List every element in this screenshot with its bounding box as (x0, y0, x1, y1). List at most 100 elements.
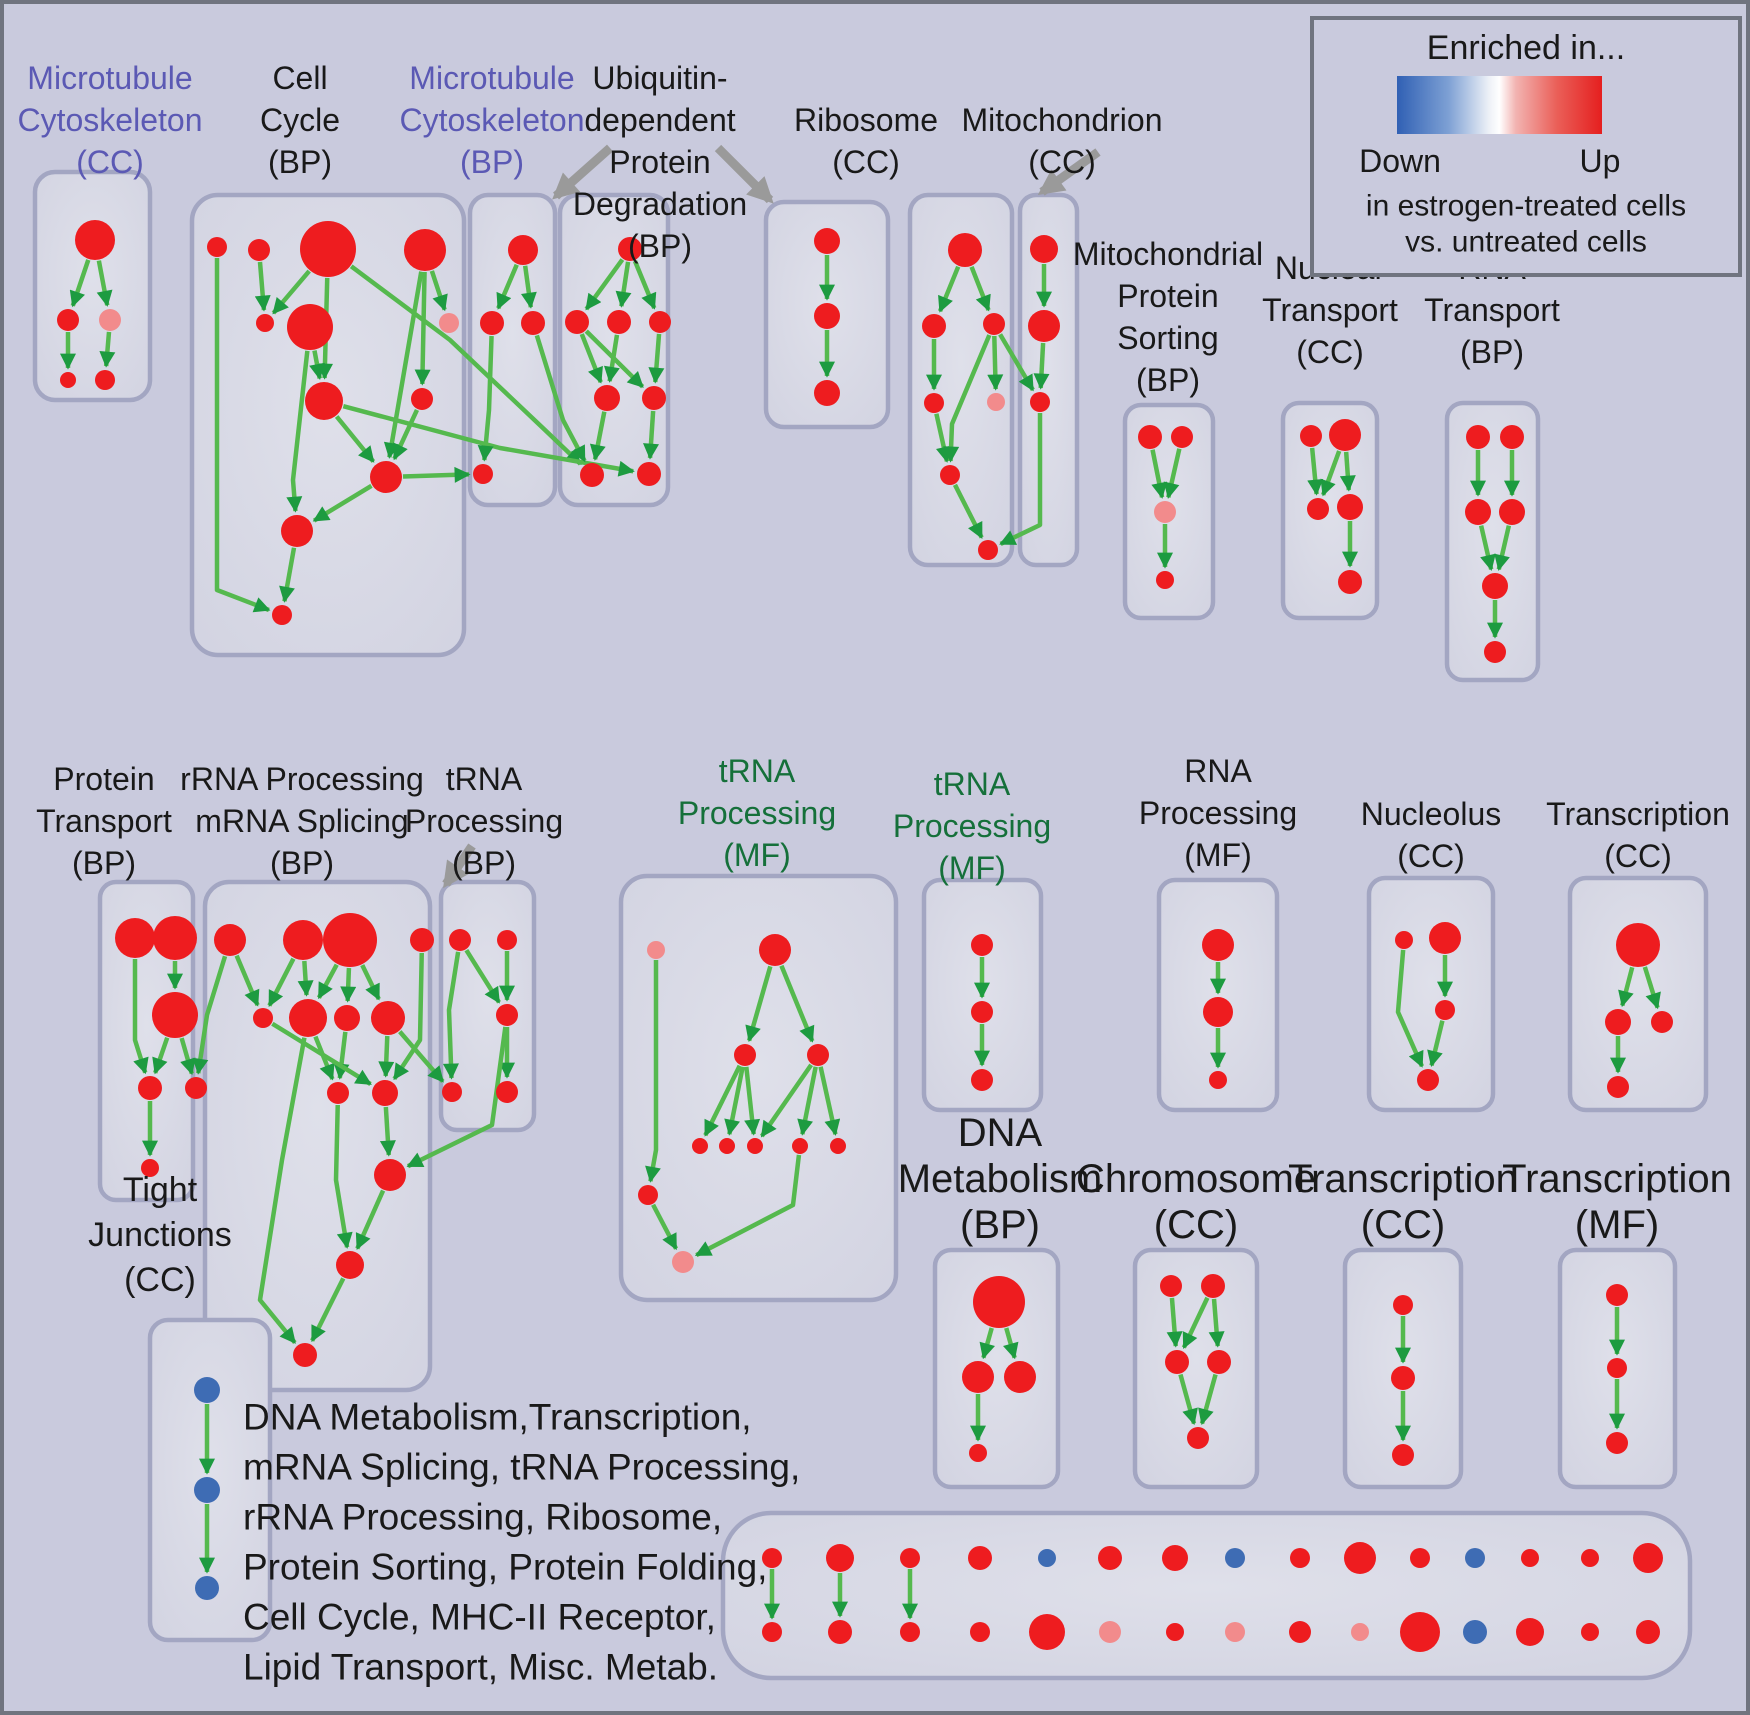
edge (99, 331, 116, 368)
go-term-node-116 (1207, 1350, 1231, 1374)
go-term-node-68 (289, 999, 327, 1037)
go-term-node-96 (1203, 997, 1233, 1027)
edge (1494, 525, 1512, 571)
edge (797, 1066, 818, 1136)
transcription-mf-label: Transcription (MF) (1502, 1157, 1732, 1247)
go-term-node-55 (1482, 573, 1508, 599)
edge (615, 261, 632, 308)
edge (316, 963, 339, 1000)
go-term-node-122 (1607, 1358, 1627, 1378)
go-term-node-38 (978, 540, 998, 560)
go-term-node-86 (719, 1138, 735, 1154)
trna-processing-mf-large-label-line-2: (MF) (723, 837, 791, 873)
trna-processing-mf-small-label-line-1: Processing (893, 808, 1051, 844)
misc-categories-text-line-0: DNA Metabolism,Transcription, (243, 1396, 752, 1437)
rna-transport-label-line-2: (BP) (1460, 334, 1524, 370)
edge (998, 333, 1035, 392)
edge (1198, 1373, 1218, 1426)
tight-junctions-label-line-0: Tight (123, 1171, 198, 1209)
go-term-node-45 (1156, 571, 1174, 589)
edge (1642, 966, 1661, 1010)
edge (1163, 448, 1182, 499)
edge (406, 1026, 508, 1169)
go-term-nodes (57, 220, 1673, 1652)
go-term-node-63 (214, 924, 246, 956)
go-term-node-108 (195, 1576, 219, 1600)
go-term-node-99 (1429, 922, 1461, 954)
go-term-node-50 (1338, 570, 1362, 594)
misc-categories-text-line-2: rRNA Processing, Ribosome, (243, 1496, 722, 1537)
dna-metabolism-bp-box (932, 1247, 1061, 1490)
microtubule-cytoskeleton-cc-label-line-0: Microtubule (27, 60, 192, 96)
protein-transport-bp-box (97, 879, 196, 1203)
go-term-node-89 (830, 1138, 846, 1154)
edge (724, 1066, 745, 1136)
ribosome-cc-label-line-1: (CC) (832, 144, 900, 180)
edge (943, 334, 992, 463)
go-term-node-24 (649, 311, 671, 333)
go-term-node-34 (983, 313, 1005, 335)
edge (257, 1037, 307, 1345)
microtubule-cytoskeleton-cc-box (32, 169, 153, 403)
mitochondrion-cc-label: Mitochondrion (CC) (962, 102, 1163, 180)
transcription-cc-mid-box (1567, 875, 1709, 1113)
go-term-node-43 (1171, 426, 1193, 448)
microtubule-cytoskeleton-bp-label-line-1: Cytoskeleton (400, 102, 585, 138)
go-term-node-152 (1581, 1623, 1599, 1641)
edge (398, 1030, 445, 1083)
mitochondrial-protein-sorting-label-line-3: (BP) (1136, 362, 1200, 398)
nuclear-transport-label: NuclearTransport(CC) (1262, 250, 1398, 370)
go-term-node-11 (439, 313, 459, 333)
go-term-node-88 (792, 1138, 808, 1154)
go-term-node-104 (1651, 1011, 1673, 1033)
go-term-node-139 (762, 1622, 782, 1642)
go-term-node-41 (1030, 392, 1050, 412)
protein-transport-label-line-2: (BP) (72, 845, 136, 881)
edge (271, 269, 311, 315)
edge (464, 948, 501, 1004)
edge (937, 265, 961, 313)
rrna-mrna-label-line-2: (BP) (270, 845, 334, 881)
edge (152, 1036, 170, 1075)
go-term-node-64 (283, 920, 323, 960)
legend: Enriched in... Down Up in estrogen-treated … (1310, 16, 1742, 277)
transcription-cc-mid-label-line-0: Transcription (1546, 796, 1730, 832)
edge (969, 265, 991, 312)
go-term-node-20 (473, 464, 493, 484)
microtubule-cytoskeleton-cc-label: Microtubule Cytoskeleton (CC) (18, 60, 203, 180)
edge (96, 260, 113, 307)
go-term-node-54 (1499, 499, 1525, 525)
label-pointer-arrows (442, 144, 1101, 889)
go-term-node-73 (374, 1159, 406, 1191)
go-term-node-32 (948, 233, 982, 267)
legend-gradient-bar (1397, 76, 1602, 134)
edge (987, 335, 1004, 391)
go-term-node-120 (1392, 1444, 1414, 1466)
edge (745, 965, 773, 1043)
misc-categories-strip-box (720, 1510, 1693, 1681)
go-term-node-75 (293, 1343, 317, 1367)
edge (1178, 1373, 1198, 1426)
legend-box (1310, 16, 1742, 277)
go-term-node-140 (828, 1620, 852, 1644)
go-term-node-74 (336, 1251, 364, 1279)
mitochondrial-protein-sorting-label: Mitochondrial Protein Sorting (BP) (1073, 236, 1263, 398)
go-term-node-95 (1202, 929, 1234, 961)
go-term-node-28 (637, 462, 661, 486)
go-term-node-141 (900, 1622, 920, 1642)
go-term-node-57 (115, 918, 155, 958)
go-term-node-125 (826, 1544, 854, 1572)
go-term-node-27 (580, 463, 604, 487)
edge (1478, 525, 1496, 571)
go-term-node-109 (973, 1276, 1025, 1328)
ribosome-cc-box (907, 192, 1015, 568)
edge (1339, 451, 1356, 492)
go-term-node-153 (1636, 1620, 1660, 1644)
edge (179, 1037, 196, 1076)
edge (999, 413, 1043, 546)
edge (267, 957, 296, 1007)
go-term-node-128 (1038, 1549, 1056, 1567)
nucleolus-label: Nucleolus (CC) (1361, 796, 1502, 874)
transcription-cc-bottom-label-line-1: (CC) (1361, 1203, 1445, 1247)
go-term-node-52 (1500, 425, 1524, 449)
